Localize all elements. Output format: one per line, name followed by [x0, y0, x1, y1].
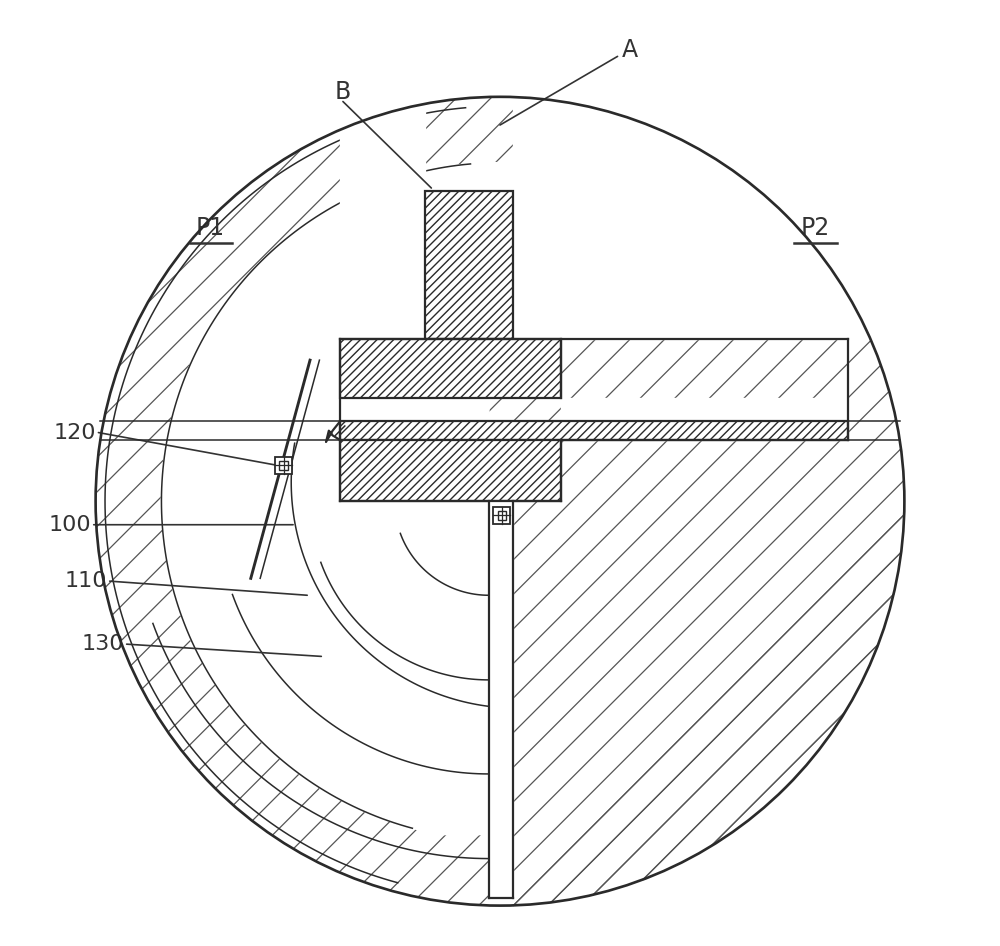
Polygon shape: [489, 501, 513, 898]
Polygon shape: [161, 164, 489, 829]
Polygon shape: [331, 163, 669, 340]
Text: P1: P1: [196, 216, 225, 239]
Circle shape: [96, 96, 904, 905]
Text: P2: P2: [800, 216, 830, 239]
Bar: [425, 191, 513, 340]
Polygon shape: [561, 397, 848, 440]
Bar: [275, 457, 292, 474]
Text: 130: 130: [81, 634, 124, 655]
Bar: [340, 340, 561, 397]
Bar: [493, 507, 510, 524]
Bar: [279, 462, 288, 470]
Polygon shape: [161, 163, 500, 834]
Text: 100: 100: [48, 515, 91, 534]
Polygon shape: [513, 96, 904, 340]
Text: 120: 120: [53, 423, 96, 443]
Bar: [340, 340, 561, 397]
Polygon shape: [340, 96, 425, 340]
Bar: [340, 421, 848, 440]
Bar: [340, 421, 848, 440]
Text: A: A: [622, 38, 638, 61]
Bar: [340, 440, 561, 501]
Bar: [498, 511, 506, 519]
Text: B: B: [335, 80, 351, 104]
Text: 110: 110: [64, 571, 107, 591]
Bar: [340, 440, 561, 501]
